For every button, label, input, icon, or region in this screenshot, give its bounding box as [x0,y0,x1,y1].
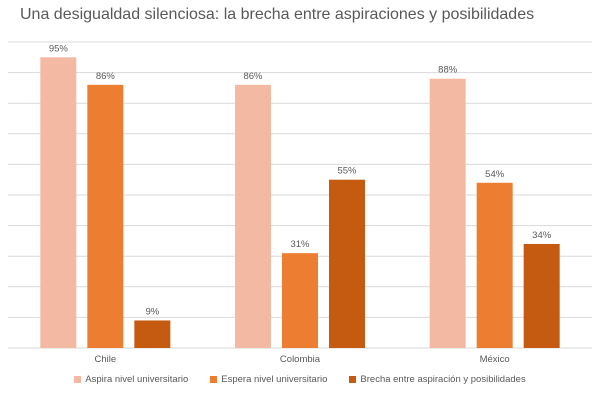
legend-swatch-espera [210,376,218,383]
category-label: México [480,354,510,365]
bar-méxico-1 [476,182,513,348]
data-label: 31% [290,239,310,250]
category-labels: Chile Colombia México [95,354,510,365]
bar-colombia-1 [282,253,318,348]
category-label: Colombia [280,354,321,365]
bars [40,57,560,349]
legend-label-aspira: Aspira nivel universitario [85,374,189,385]
bar-colombia-0 [235,84,271,348]
legend-swatch-aspira [74,376,82,383]
data-label: 9% [145,306,159,317]
data-label: 54% [485,169,505,180]
data-label: 86% [243,71,263,82]
legend-swatch-brecha [349,376,357,383]
bar-méxico-2 [523,243,560,348]
data-label: 55% [337,166,357,177]
legend: Aspira nivel universitario Espera nivel … [0,374,600,385]
bar-colombia-2 [329,179,365,348]
data-label: 95% [49,43,69,54]
value-labels: 95% 86% 9% 86% 31% 55% 88% 54% 34% [49,43,552,317]
bar-chile-1 [87,84,124,348]
bar-chile-2 [134,320,171,348]
bar-méxico-0 [429,78,466,348]
legend-label-espera: Espera nivel universitario [221,374,328,385]
data-label: 34% [532,230,552,241]
legend-item-brecha: Brecha entre aspiración y posibilidades [349,374,526,385]
data-label: 88% [438,65,458,76]
category-label: Chile [95,354,117,365]
chart-title: Una desigualdad silenciosa: la brecha en… [20,6,535,23]
bar-chile-0 [40,57,77,349]
legend-label-brecha: Brecha entre aspiración y posibilidades [360,374,526,385]
legend-item-espera: Espera nivel universitario [210,374,327,385]
legend-item-aspira: Aspira nivel universitario [74,374,188,385]
data-label: 86% [96,71,116,82]
